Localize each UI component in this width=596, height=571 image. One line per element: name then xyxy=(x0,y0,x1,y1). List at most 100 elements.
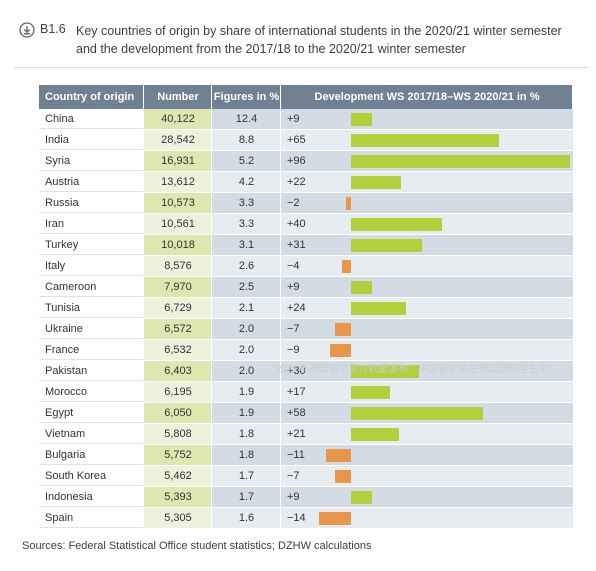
number-cell: 16,931 xyxy=(143,151,212,172)
number-cell: 6,050 xyxy=(143,403,212,424)
country-cell: India xyxy=(39,130,143,150)
header-country: Country of origin xyxy=(45,91,135,103)
number-cell: 10,561 xyxy=(143,214,212,235)
development-bar-negative xyxy=(335,323,351,336)
number-cell: 7,970 xyxy=(143,277,212,298)
development-bar-positive xyxy=(351,365,420,378)
development-value: +9 xyxy=(287,113,300,125)
development-value: −14 xyxy=(287,512,306,524)
development-bar-positive xyxy=(351,407,484,420)
table-row: Ukraine 6,572 2.0 −7 xyxy=(39,319,573,340)
country-cell: Austria xyxy=(39,172,143,192)
table-row: Russia 10,573 3.3 −2 xyxy=(39,193,573,214)
country-cell: France xyxy=(39,340,143,360)
development-bar-negative xyxy=(341,260,351,273)
development-cell: −7 xyxy=(280,466,573,487)
figures-cell: 2.0 xyxy=(211,319,281,340)
figures-cell: 2.0 xyxy=(211,361,281,382)
figures-cell: 1.8 xyxy=(211,424,281,445)
number-cell: 5,305 xyxy=(143,508,212,529)
country-cell: Spain xyxy=(39,508,143,528)
figures-cell: 3.3 xyxy=(211,193,281,214)
development-bar-positive xyxy=(351,386,390,399)
table-header: Country of origin Number Figures in % De… xyxy=(39,85,572,109)
figure-label: B1.6 xyxy=(40,22,66,36)
figures-cell: 4.2 xyxy=(211,172,281,193)
development-bar-negative xyxy=(346,197,351,210)
development-bar-positive xyxy=(351,239,422,252)
development-bar-positive xyxy=(351,302,406,315)
development-value: +24 xyxy=(287,302,306,314)
table-row: Tunisia 6,729 2.1 +24 xyxy=(39,298,573,319)
figures-cell: 1.9 xyxy=(211,382,281,403)
development-cell: +30 xyxy=(280,361,573,382)
figures-cell: 3.3 xyxy=(211,214,281,235)
figures-cell: 1.7 xyxy=(211,487,281,508)
development-cell: +9 xyxy=(280,277,573,298)
country-cell: Russia xyxy=(39,193,143,213)
development-value: +31 xyxy=(287,239,306,251)
development-bar-negative xyxy=(335,470,351,483)
development-cell: −9 xyxy=(280,340,573,361)
country-cell: Ukraine xyxy=(39,319,143,339)
country-cell: Egypt xyxy=(39,403,143,423)
development-value: −9 xyxy=(287,344,300,356)
country-cell: Cameroon xyxy=(39,277,143,297)
download-icon[interactable] xyxy=(19,22,35,38)
country-cell: Iran xyxy=(39,214,143,234)
number-cell: 28,542 xyxy=(143,130,212,151)
table-row: China 40,122 12.4 +9 xyxy=(39,109,573,130)
table-body: China 40,122 12.4 +9 India 28,542 8.8 +65 Syria 1… xyxy=(39,109,573,529)
development-cell: −14 xyxy=(280,508,573,529)
development-value: +22 xyxy=(287,176,306,188)
table-row: Syria 16,931 5.2 +96 xyxy=(39,151,573,172)
country-cell: Syria xyxy=(39,151,143,171)
country-cell: China xyxy=(39,109,143,129)
development-cell: +17 xyxy=(280,382,573,403)
number-cell: 5,462 xyxy=(143,466,212,487)
number-cell: 40,122 xyxy=(143,109,212,130)
development-cell: +21 xyxy=(280,424,573,445)
development-value: +96 xyxy=(287,155,306,167)
watermark-text: 2021年德国留学官方数据发布：中国留学生在德国国际学生中 xyxy=(276,364,549,375)
header-figures: Figures in % xyxy=(211,85,281,109)
figures-cell: 1.9 xyxy=(211,403,281,424)
figures-cell: 8.8 xyxy=(211,130,281,151)
development-value: +40 xyxy=(287,218,306,230)
title-line-2: and the development from the 2017/18 to … xyxy=(76,42,466,56)
development-value: −11 xyxy=(287,449,305,461)
development-bar-positive xyxy=(351,155,570,168)
country-cell: Tunisia xyxy=(39,298,143,318)
header-development: Development WS 2017/18–WS 2020/21 in % xyxy=(280,85,573,109)
chart-title: Key countries of origin by share of inte… xyxy=(76,22,586,58)
number-cell: 6,532 xyxy=(143,340,212,361)
development-value: +58 xyxy=(287,407,306,419)
development-value: +9 xyxy=(287,491,300,503)
development-cell: −11 xyxy=(280,445,573,466)
figures-cell: 1.7 xyxy=(211,466,281,487)
figure-header: B1.6 Key countries of origin by share of… xyxy=(14,10,589,70)
number-cell: 10,018 xyxy=(143,235,212,256)
country-cell: Italy xyxy=(39,256,143,276)
figures-cell: 2.0 xyxy=(211,340,281,361)
table-row: France 6,532 2.0 −9 xyxy=(39,340,573,361)
development-cell: +65 xyxy=(280,130,573,151)
number-cell: 6,572 xyxy=(143,319,212,340)
title-line-1: Key countries of origin by share of inte… xyxy=(76,24,562,38)
table-row: South Korea 5,462 1.7 −7 xyxy=(39,466,573,487)
development-cell: +22 xyxy=(280,172,573,193)
data-table: Country of origin Number Figures in % De… xyxy=(39,85,573,529)
development-bar-negative xyxy=(319,512,351,525)
development-cell: −2 xyxy=(280,193,573,214)
number-cell: 5,752 xyxy=(143,445,212,466)
table-row: Cameroon 7,970 2.5 +9 xyxy=(39,277,573,298)
number-cell: 5,808 xyxy=(143,424,212,445)
development-bar-negative xyxy=(325,449,351,462)
number-cell: 10,573 xyxy=(143,193,212,214)
table-row: Italy 8,576 2.6 −4 xyxy=(39,256,573,277)
development-value: −7 xyxy=(287,323,300,335)
number-cell: 8,576 xyxy=(143,256,212,277)
development-cell: +40 xyxy=(280,214,573,235)
number-cell: 13,612 xyxy=(143,172,212,193)
figures-cell: 2.6 xyxy=(211,256,281,277)
